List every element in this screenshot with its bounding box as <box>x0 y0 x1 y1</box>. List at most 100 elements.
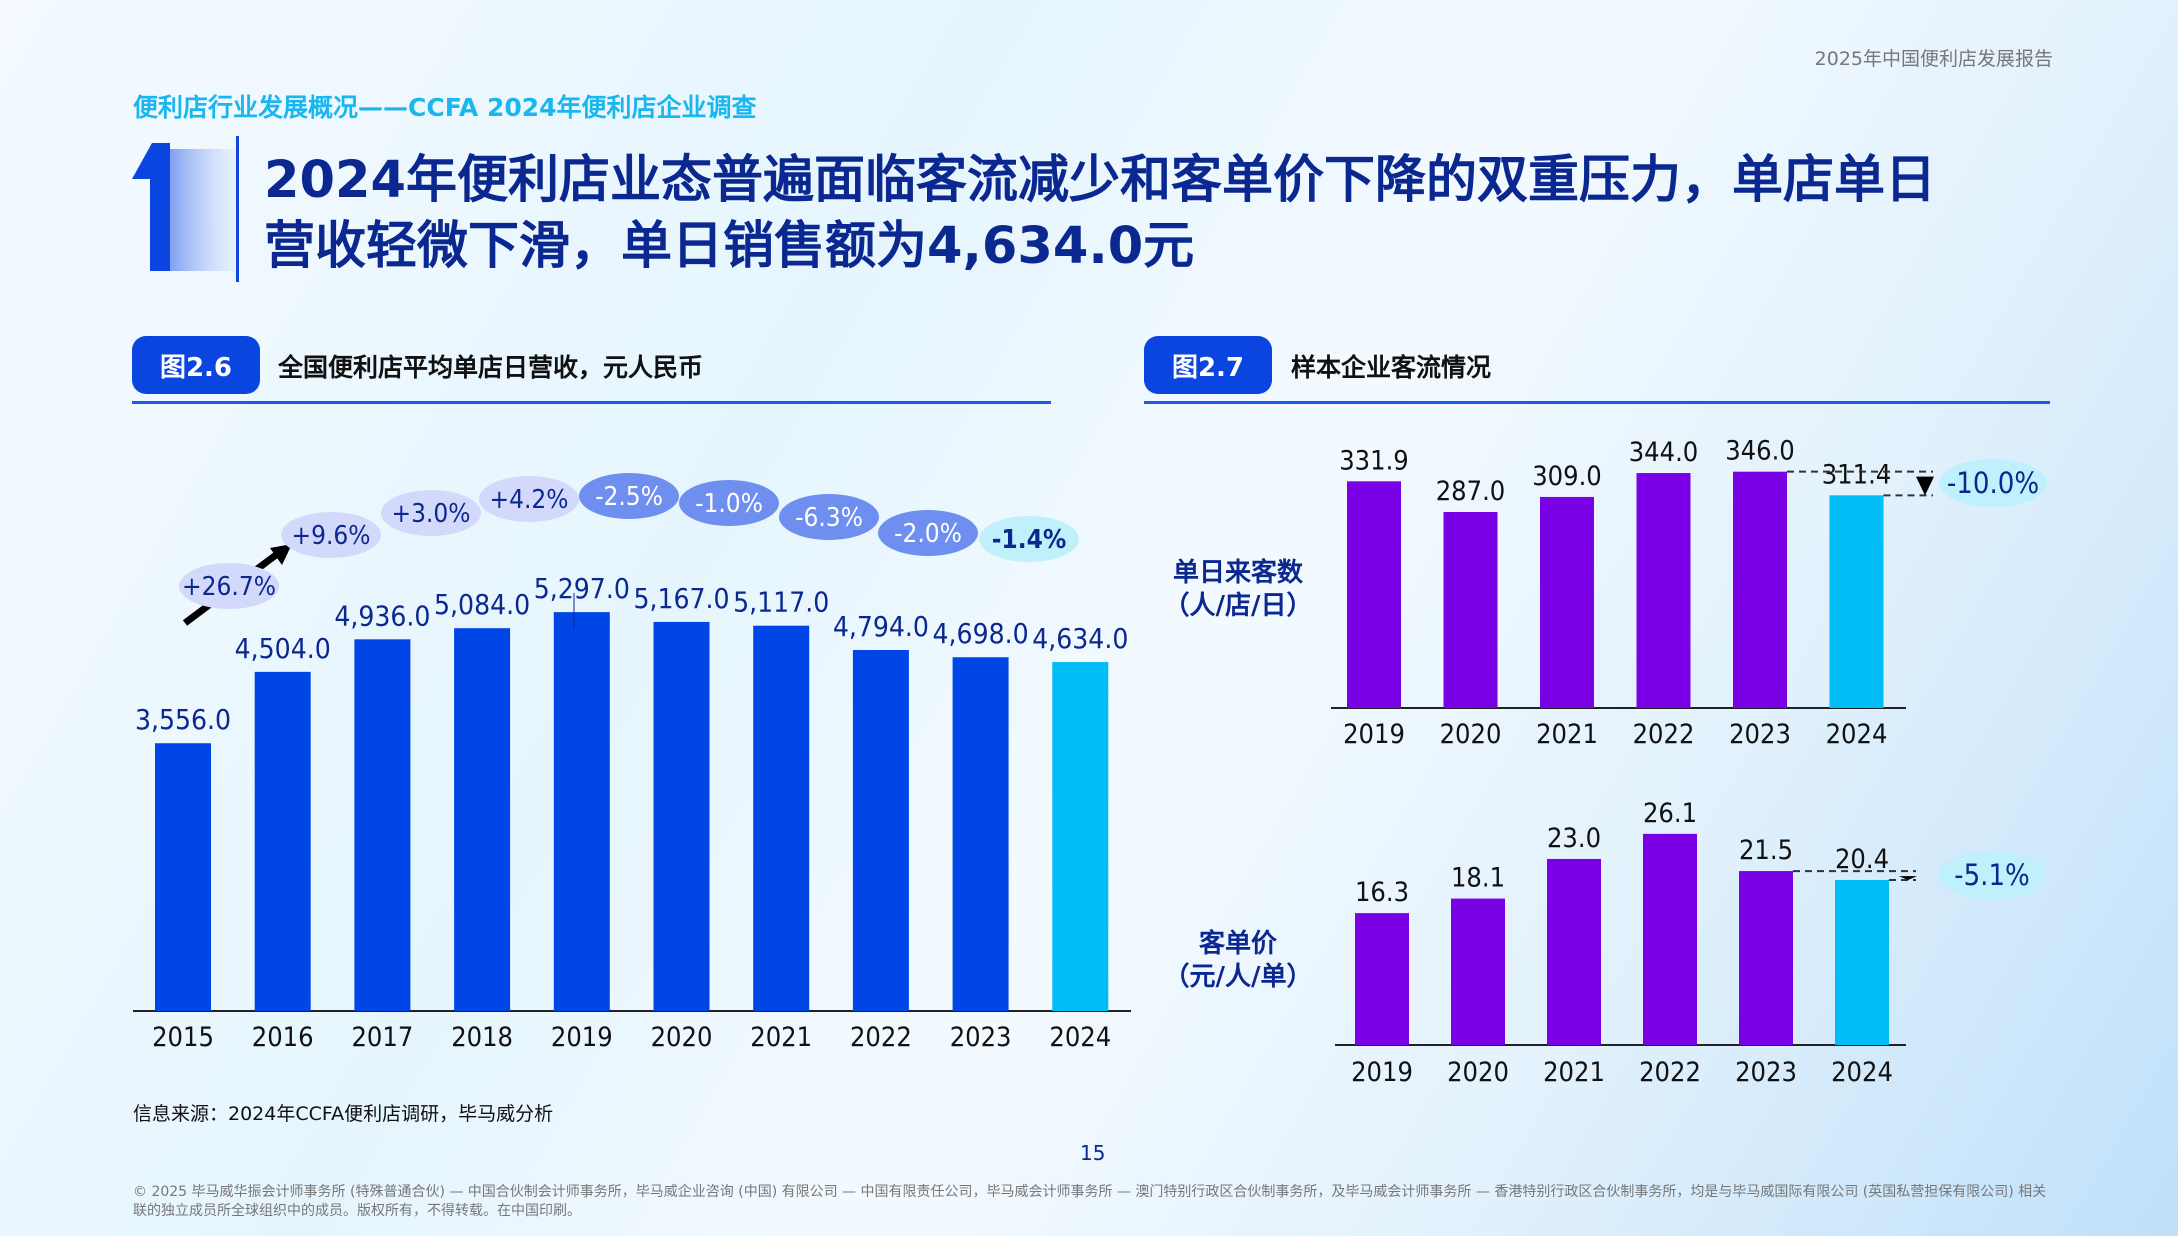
x-tick-label: 2019 <box>1343 719 1405 750</box>
x-tick-label: 2019 <box>551 1022 613 1053</box>
bar-2023 <box>1733 471 1787 708</box>
x-tick-label: 2020 <box>651 1022 713 1053</box>
x-tick-label: 2022 <box>850 1022 912 1053</box>
value-label: 23.0 <box>1547 823 1601 854</box>
bar-2020 <box>1443 511 1498 708</box>
figure-badge-2-7: 图2.7 <box>1144 336 1272 394</box>
bar-2016 <box>254 671 311 1011</box>
ylabel-line: 客单价 <box>1198 929 1277 959</box>
growth-bubble <box>479 476 579 522</box>
x-tick-label: 2022 <box>1639 1057 1701 1088</box>
figure-badge-2-6: 图2.6 <box>132 336 260 394</box>
bar-2019 <box>1355 913 1409 1045</box>
bar-2020 <box>653 621 710 1011</box>
panel-ylabel-visitors: 单日来客数 （人/店/日） <box>1158 557 1318 623</box>
growth-bubble <box>281 512 381 558</box>
x-tick-label: 2021 <box>1543 1057 1605 1088</box>
growth-bubble <box>979 516 1079 562</box>
x-tick-label: 2023 <box>950 1022 1012 1053</box>
section-number-graphic <box>132 143 236 271</box>
value-label: 20.4 <box>1835 844 1889 875</box>
value-label: 346.0 <box>1725 436 1795 467</box>
source-note: 信息来源：2024年CCFA便利店调研，毕马威分析 <box>133 1103 554 1125</box>
value-label: 4,936.0 <box>334 599 430 632</box>
x-tick-label: 2023 <box>1735 1057 1797 1088</box>
report-title: 2025年中国便利店发展报告 <box>1814 48 2053 70</box>
bar-2022 <box>852 650 909 1011</box>
value-label: 26.1 <box>1643 798 1697 829</box>
change-bubble <box>1938 851 2046 899</box>
x-tick-label: 2019 <box>1351 1057 1413 1088</box>
x-tick-label: 2020 <box>1440 719 1502 750</box>
x-tick-label: 2024 <box>1826 719 1888 750</box>
growth-bubble <box>679 480 779 526</box>
ylabel-line: （元/人/单） <box>1163 962 1313 992</box>
growth-label: -1.4% <box>992 525 1067 555</box>
x-tick-label: 2022 <box>1633 719 1695 750</box>
value-label: 5,167.0 <box>633 582 729 615</box>
x-tick-label: 2016 <box>252 1022 314 1053</box>
trend-arrowhead <box>270 544 292 565</box>
page-title-line2: 营收轻微下滑，单日销售额为4,634.0元 <box>264 217 1195 276</box>
x-tick-label: 2020 <box>1447 1057 1509 1088</box>
value-label: 344.0 <box>1629 437 1699 468</box>
bar-2024 <box>1052 662 1109 1011</box>
divider <box>132 401 1051 404</box>
growth-bubble <box>779 494 879 540</box>
bar-2020 <box>1451 898 1505 1045</box>
panel-ylabel-ticket: 客单价 （元/人/单） <box>1158 928 1318 994</box>
growth-bubble <box>579 473 679 519</box>
value-label: 3,556.0 <box>135 703 231 736</box>
growth-label: -2.0% <box>894 519 962 549</box>
bar-2023 <box>952 657 1009 1011</box>
x-tick-label: 2021 <box>1536 719 1598 750</box>
growth-bubble <box>179 563 279 609</box>
figure-title-2-6: 全国便利店平均单店日营收，元人民币 <box>278 353 704 382</box>
growth-label: +26.7% <box>182 572 276 602</box>
bar-2022 <box>1636 473 1691 708</box>
figure-title-2-7: 样本企业客流情况 <box>1291 353 1492 382</box>
change-bubble <box>1939 459 2047 507</box>
value-label: 4,794.0 <box>833 610 929 643</box>
bar-2021 <box>753 625 810 1011</box>
ylabel-line: 单日来客数 <box>1172 558 1303 588</box>
down-triangle-icon <box>1899 876 1917 880</box>
value-label: 331.9 <box>1339 445 1409 476</box>
bar-2019 <box>553 612 610 1011</box>
value-label: 16.3 <box>1355 877 1409 908</box>
growth-bubble <box>878 510 978 556</box>
growth-label: -2.5% <box>595 482 663 512</box>
title-accent-bar <box>236 136 239 282</box>
bar-2019 <box>1347 481 1401 708</box>
bar-2022 <box>1643 833 1697 1045</box>
bar-2024 <box>1835 879 1889 1045</box>
value-label: 18.1 <box>1451 863 1505 894</box>
bar-2018 <box>454 628 511 1011</box>
page-title-line1: 2024年便利店业态普遍面临客流减少和客单价下降的双重压力，单店单日 <box>264 151 1936 210</box>
bar-2024 <box>1829 495 1884 708</box>
footer-legal: © 2025 毕马威华振会计师事务所 (特殊普通合伙) — 中国合伙制会计师事务… <box>133 1184 2047 1219</box>
x-tick-label: 2021 <box>750 1022 812 1053</box>
divider <box>1144 401 2050 404</box>
section-subtitle: 便利店行业发展概况——CCFA 2024年便利店企业调查 <box>133 93 757 122</box>
x-tick-label: 2024 <box>1831 1057 1893 1088</box>
value-label: 5,117.0 <box>733 586 829 619</box>
bar-2023 <box>1739 871 1793 1045</box>
growth-label: -6.3% <box>795 503 863 533</box>
value-label: 309.0 <box>1532 461 1602 492</box>
page-number: 15 <box>1080 1141 1106 1165</box>
bar-2021 <box>1547 858 1601 1045</box>
growth-label: +9.6% <box>291 521 370 551</box>
x-tick-label: 2024 <box>1049 1022 1111 1053</box>
value-label: 4,504.0 <box>235 632 331 665</box>
change-label: -10.0% <box>1947 466 2039 500</box>
change-label: -5.1% <box>1954 858 2030 892</box>
bar-2021 <box>1540 496 1594 708</box>
value-label: 5,084.0 <box>434 588 530 621</box>
value-label: 4,698.0 <box>933 617 1029 650</box>
growth-label: +4.2% <box>489 485 568 515</box>
growth-label: +3.0% <box>391 499 470 529</box>
x-tick-label: 2017 <box>351 1022 413 1053</box>
growth-label: -1.0% <box>695 489 763 519</box>
